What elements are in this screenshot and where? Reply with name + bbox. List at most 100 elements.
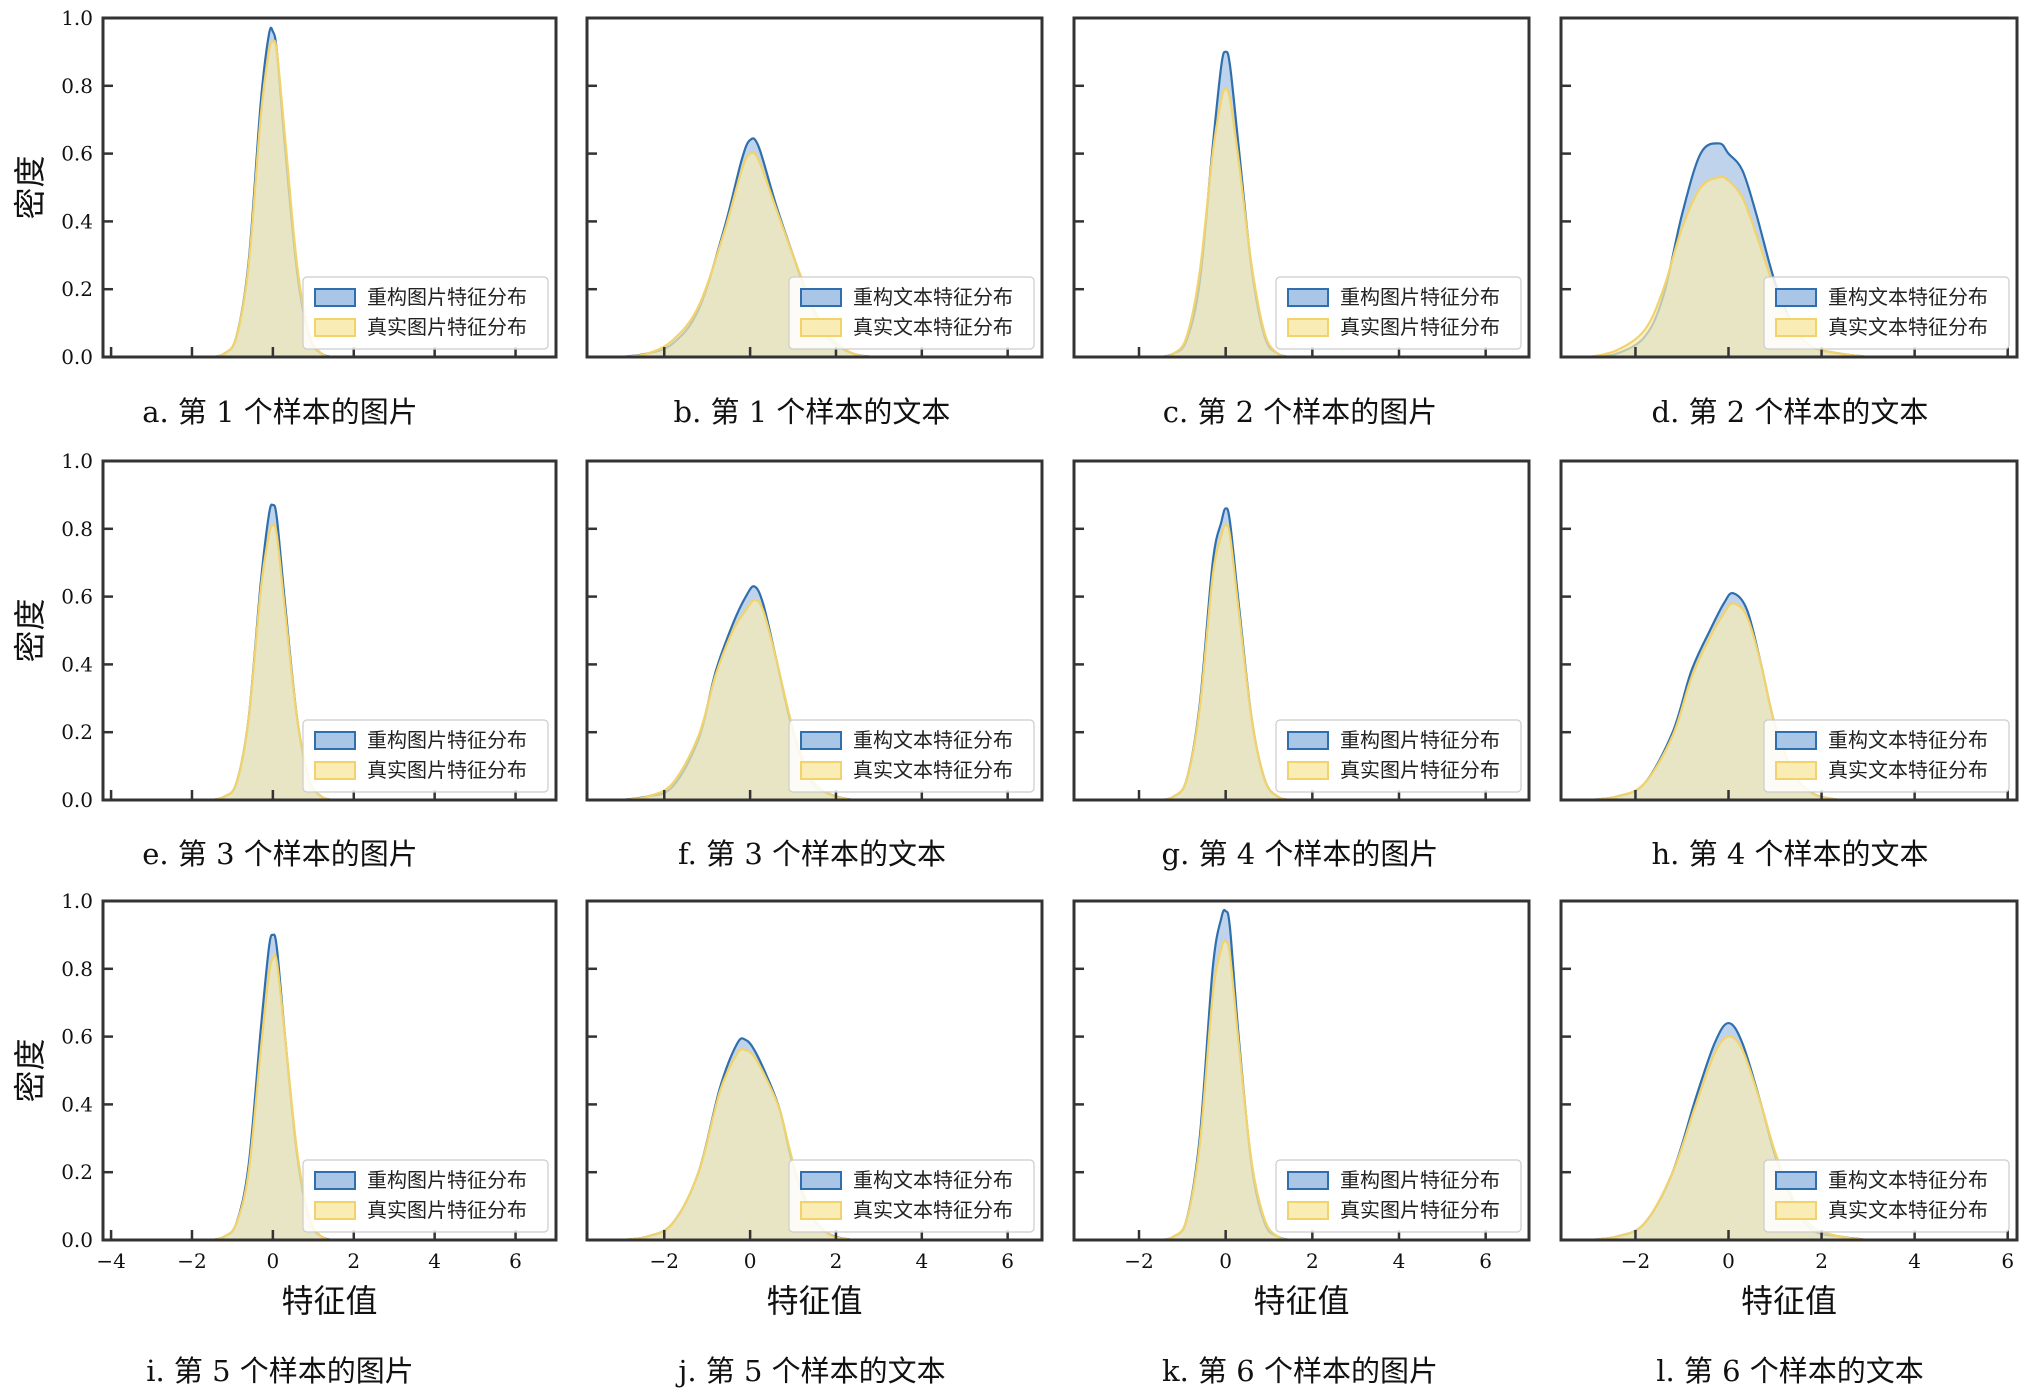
legend-swatch-reconstructed [800, 1171, 842, 1190]
legend-label-real: 真实文本特征分布 [1828, 758, 1988, 782]
legend-box [1763, 1159, 2010, 1233]
legend-box [788, 1159, 1035, 1233]
legend-swatch-reconstructed [1775, 1171, 1817, 1190]
panel-caption-a: a. 第 1 个样本的图片 [142, 395, 418, 429]
legend-swatch-reconstructed [1287, 288, 1329, 307]
legend-swatch-real [1775, 761, 1817, 780]
y-tick-label: 1.0 [61, 6, 93, 30]
legend-label-real: 真实图片特征分布 [1340, 315, 1500, 339]
panel-caption-b: b. 第 1 个样本的文本 [674, 395, 951, 429]
y-axis-label: 密度 [11, 155, 49, 219]
x-tick-label: 6 [1001, 1249, 1014, 1273]
x-tick-label: −4 [96, 1249, 125, 1273]
y-tick-label: 1.0 [61, 889, 93, 913]
plot-frame-g [1072, 459, 1531, 802]
y-tick-label: 0.4 [61, 652, 93, 676]
legend-swatch-reconstructed [800, 288, 842, 307]
legend-swatch-real [1287, 318, 1329, 337]
density-area-h-real [1588, 603, 1869, 800]
legend-label-real: 真实文本特征分布 [1828, 1198, 1988, 1222]
panel-caption-l: l. 第 6 个样本的文本 [1656, 1354, 1924, 1388]
legend-swatch-real [1775, 318, 1817, 337]
panel-i: 0.0 0.2 0.4 0.6 0.8 1.0 密度 −4 −2 0 2 4 6 特征值 重构图片特征分布真… [11, 889, 558, 1388]
legend-label-real: 真实文本特征分布 [853, 1198, 1013, 1222]
density-area-i-real [212, 954, 334, 1240]
plot-frame-a [101, 16, 558, 359]
y-tick-label: 0.0 [61, 1228, 93, 1252]
density-area-f-real [621, 599, 879, 800]
legend-box [302, 276, 549, 350]
y-tick-label: 0.6 [61, 585, 93, 609]
legend-swatch-real [1287, 1201, 1329, 1220]
legend-label-reconstructed: 重构文本特征分布 [1828, 1168, 1988, 1192]
legend-swatch-reconstructed [314, 731, 356, 750]
panel-caption-g: g. 第 4 个样本的图片 [1162, 837, 1439, 871]
y-axis-label: 密度 [11, 598, 49, 662]
legend-swatch-real [314, 1201, 356, 1220]
legend-swatch-real [314, 761, 356, 780]
x-tick-label: 2 [830, 1249, 843, 1273]
panel-caption-c: c. 第 2 个样本的图片 [1163, 395, 1438, 429]
plot-frame-j [585, 899, 1044, 1242]
legend-box [1763, 719, 2010, 793]
legend-label-real: 真实图片特征分布 [367, 1198, 527, 1222]
legend-label-reconstructed: 重构文本特征分布 [853, 1168, 1013, 1192]
x-tick-label: 6 [509, 1249, 522, 1273]
x-tick-label: 4 [1908, 1249, 1921, 1273]
density-area-k-real [1160, 940, 1291, 1240]
legend-swatch-real [1287, 761, 1329, 780]
plot-frame-e [101, 459, 558, 802]
x-tick-label: −2 [1621, 1249, 1650, 1273]
plot-frame-b [585, 16, 1044, 359]
legend-label-reconstructed: 重构图片特征分布 [367, 1168, 527, 1192]
legend-swatch-reconstructed [314, 1171, 356, 1190]
y-tick-label: 0.2 [61, 277, 93, 301]
panel-caption-d: d. 第 2 个样本的文本 [1652, 395, 1929, 429]
density-area-e-real [212, 524, 334, 800]
panel-caption-f: f. 第 3 个样本的文本 [678, 837, 946, 871]
x-axis-label: 特征值 [281, 1282, 377, 1320]
plot-frame-i [101, 899, 558, 1242]
plot-frame-f [585, 459, 1044, 802]
x-tick-label: 6 [2001, 1249, 2014, 1273]
panel-caption-j: j. 第 5 个样本的文本 [675, 1354, 945, 1388]
y-tick-label: 0.8 [61, 517, 93, 541]
density-area-l-real [1588, 1036, 1869, 1240]
legend-swatch-reconstructed [1775, 288, 1817, 307]
x-tick-label: 4 [1393, 1249, 1406, 1273]
legend-swatch-reconstructed [1775, 731, 1817, 750]
plot-frame-k [1072, 899, 1531, 1242]
legend-label-real: 真实文本特征分布 [853, 315, 1013, 339]
legend-swatch-reconstructed [800, 731, 842, 750]
density-area-a-real [212, 40, 334, 357]
density-line-c-real [1160, 88, 1291, 357]
x-tick-label: 2 [347, 1249, 360, 1273]
legend-label-reconstructed: 重构文本特征分布 [1828, 285, 1988, 309]
legend-swatch-real [1775, 1201, 1817, 1220]
legend-label-reconstructed: 重构文本特征分布 [1828, 728, 1988, 752]
legend-box [302, 1159, 549, 1233]
y-tick-label: 0.0 [61, 345, 93, 369]
legend-box [1275, 719, 1522, 793]
x-tick-label: −2 [1124, 1249, 1153, 1273]
legend-label-real: 真实图片特征分布 [1340, 1198, 1500, 1222]
legend-swatch-real [800, 318, 842, 337]
x-tick-label: −2 [650, 1249, 679, 1273]
density-area-j-real [621, 1049, 879, 1240]
x-tick-label: 0 [267, 1249, 280, 1273]
legend-swatch-reconstructed [1287, 731, 1329, 750]
panel-caption-e: e. 第 3 个样本的图片 [142, 837, 418, 871]
